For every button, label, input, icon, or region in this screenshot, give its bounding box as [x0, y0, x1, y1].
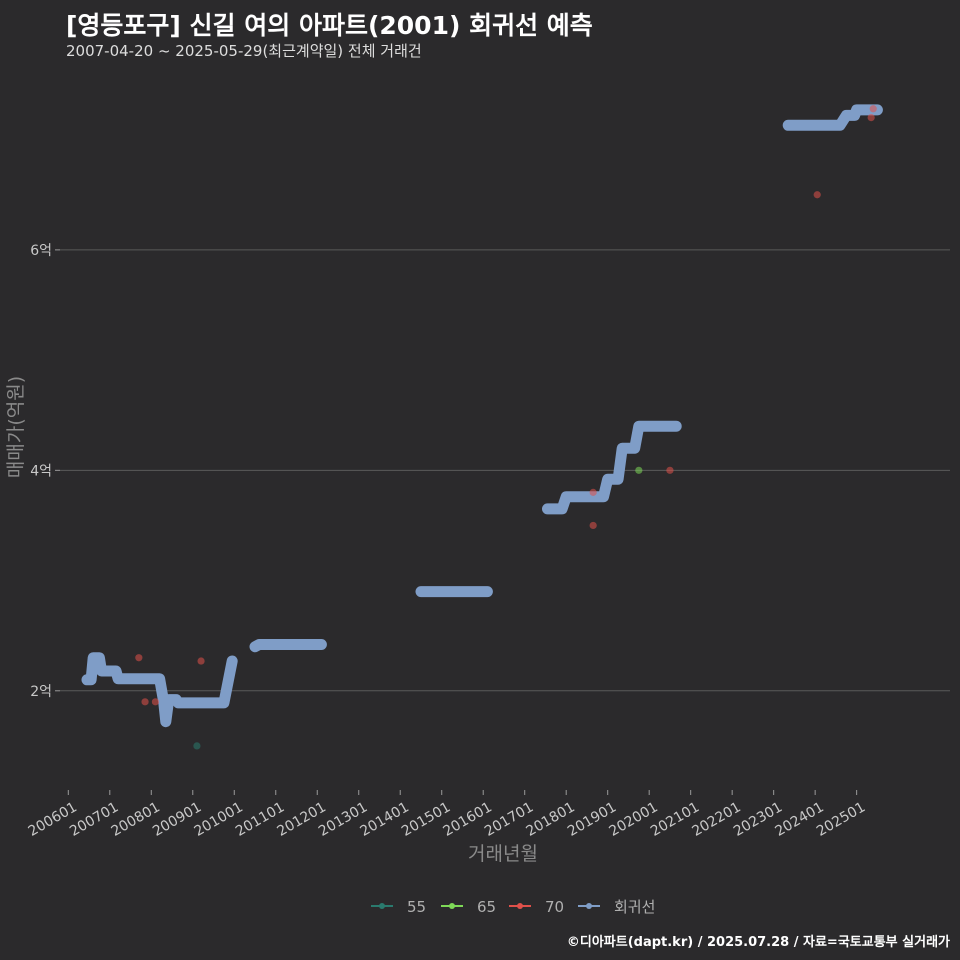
legend-key-dot — [379, 903, 385, 909]
legend: 55 65 70 회귀선 — [371, 898, 655, 916]
legend-label: 55 — [407, 898, 426, 916]
data-point-70 — [135, 654, 143, 662]
y-tick-label: 2억 — [30, 684, 52, 700]
y-axis: 2억 4억 6억 — [30, 243, 60, 700]
x-axis-label: 거래년월 — [468, 843, 538, 865]
legend-label: 회귀선 — [614, 898, 655, 916]
y-tick-label: 4억 — [30, 463, 52, 479]
gridlines — [60, 249, 950, 692]
data-point-70 — [141, 698, 149, 706]
legend-key-dot — [517, 903, 523, 909]
legend-label: 70 — [545, 898, 564, 916]
y-axis-label: 매매가(억원) — [5, 376, 27, 478]
x-axis: 2006012007012008012009012010012011012012… — [26, 790, 868, 840]
data-points — [135, 105, 877, 750]
source-credit: ©디아파트(dapt.kr) / 2025.07.28 / 자료=국토교통부 실… — [566, 935, 950, 950]
legend-key-dot — [449, 903, 455, 909]
regression-segment — [542, 420, 682, 515]
data-point-55 — [193, 742, 201, 750]
data-point-70 — [867, 114, 875, 122]
data-point-70 — [813, 191, 821, 199]
chart-title: [영등포구] 신길 여의 아파트(2001) 회귀선 예측 — [66, 11, 593, 40]
data-point-65 — [635, 466, 643, 474]
data-point-70 — [666, 466, 674, 474]
data-point-70 — [869, 105, 877, 113]
regression-segment — [81, 652, 238, 728]
data-point-70 — [589, 521, 597, 530]
chart-subtitle: 2007-04-20 ~ 2025-05-29(최근계약일) 전체 거래건 — [66, 42, 422, 60]
y-tick-label: 6억 — [30, 243, 52, 259]
regression-segment — [249, 639, 327, 653]
data-point-70 — [589, 488, 597, 496]
regression-segment — [782, 104, 883, 131]
legend-label: 65 — [477, 898, 496, 916]
data-point-70 — [197, 657, 205, 665]
legend-key-dot — [586, 903, 592, 909]
data-point-70 — [151, 698, 160, 706]
regression-line — [81, 104, 883, 728]
